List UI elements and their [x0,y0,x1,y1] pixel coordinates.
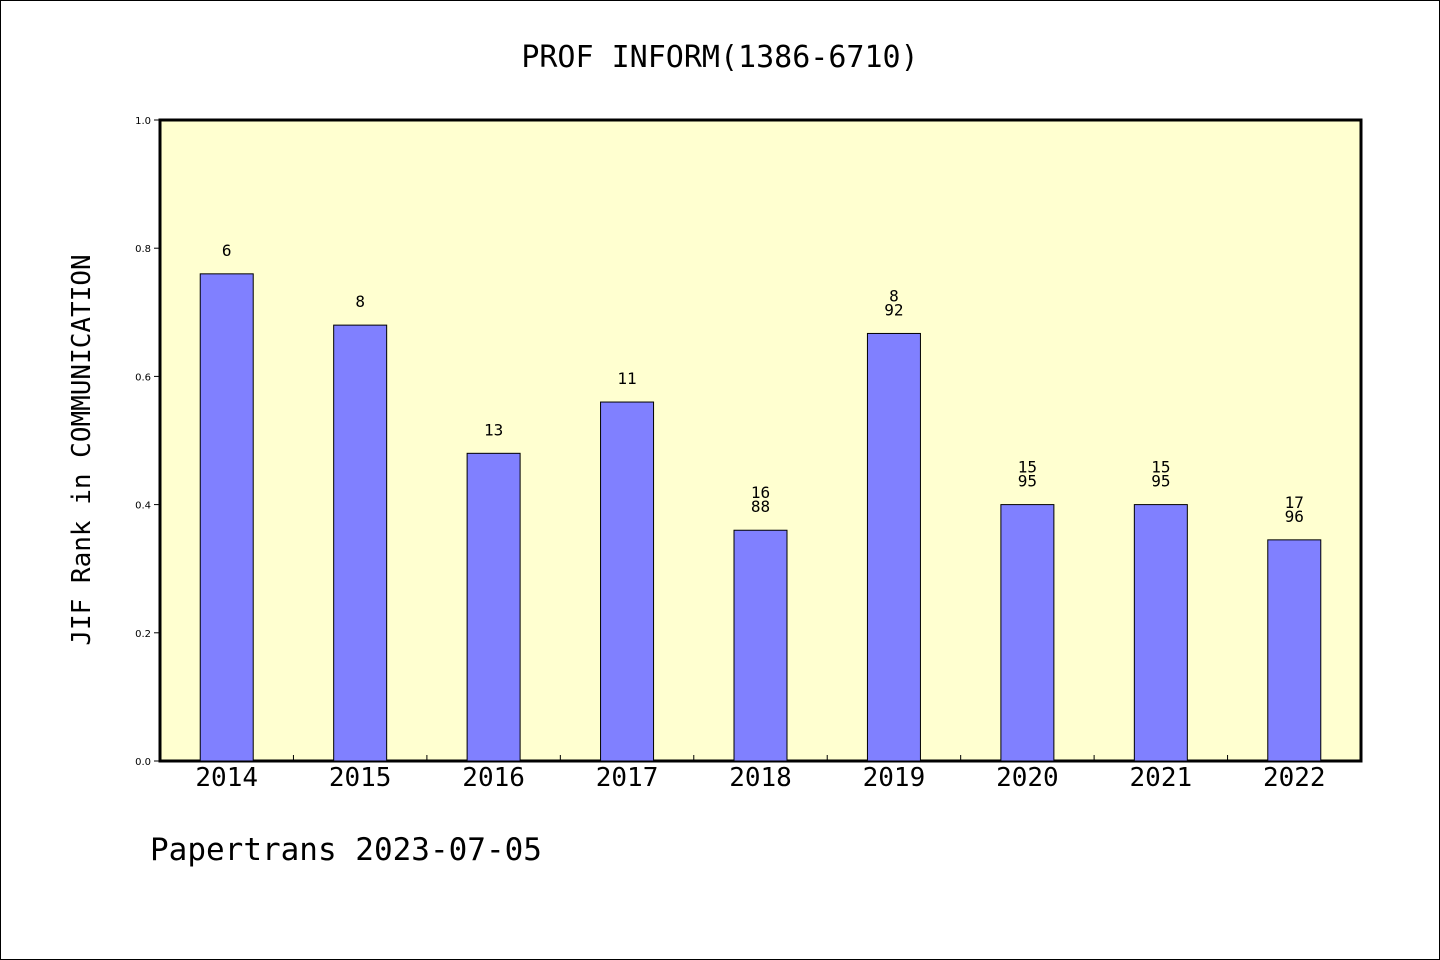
bar-label-2020: 95 [1018,472,1037,491]
x-tick-label: 2020 [996,763,1059,793]
bar-label-2019: 92 [884,300,903,319]
y-tick-label: 0.0 [135,757,151,768]
chart-title: PROF INFORM(1386-6710) [521,40,918,75]
y-tick-label: 0.2 [135,629,151,640]
bar-2022 [1267,539,1322,762]
y-axis-ticks: 0.0 0.2 0.4 0.6 0.8 1.0 [135,116,160,768]
bar-label-2022: 17 [1285,493,1304,512]
y-tick-label: 0.4 [135,501,151,512]
x-tick-label: 2021 [1130,763,1193,793]
bar-label-2021: 15 [1151,458,1170,477]
bar-label-2017: 11 [617,369,636,388]
bar-2018 [733,529,788,762]
bar-label-2018: 16 [751,483,770,502]
x-tick-label: 2014 [195,763,258,793]
bar-label-2014: 6 [222,241,232,260]
bar-label-2021: 95 [1151,472,1170,491]
bar-2020 [1000,504,1055,762]
bar-label-2018: 88 [751,497,770,516]
footer-watermark: Papertrans 2023-07-05 [150,832,542,868]
y-tick-label: 0.6 [135,372,151,383]
y-tick-label: 0.8 [135,244,151,255]
bar-label-2019: 8 [889,286,899,305]
y-axis-label: JIF Rank in COMMUNICATION [67,254,97,645]
x-tick-label: 2022 [1263,763,1326,793]
bar-label-2020: 15 [1018,458,1037,477]
bar-label-2016: 13 [484,420,503,439]
bar-2016 [466,452,521,762]
bar-label-2015: 8 [355,292,365,311]
bar-2015 [333,324,388,762]
bar-2021 [1133,504,1188,762]
x-tick-label: 2015 [329,763,392,793]
x-axis-ticks: 2014 2015 2016 2017 2018 2019 2020 2021 2022 [195,755,1326,793]
x-tick-label: 2018 [729,763,792,793]
bar-2014 [199,273,254,762]
bar-2019 [866,332,921,762]
x-tick-label: 2017 [596,763,659,793]
bar-label-2022: 96 [1285,507,1304,526]
y-tick-label: 1.0 [135,116,151,127]
x-tick-label: 2019 [863,763,926,793]
bar-2017 [600,401,655,762]
x-tick-label: 2016 [462,763,525,793]
